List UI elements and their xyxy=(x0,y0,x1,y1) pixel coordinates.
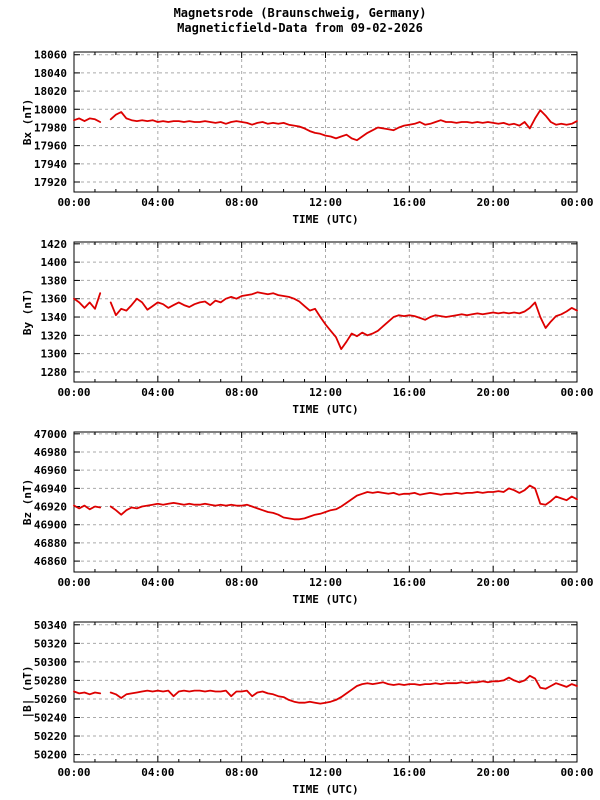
x-tick-label: 12:00 xyxy=(309,766,342,779)
x-axis-title: TIME (UTC) xyxy=(292,403,358,416)
y-tick-label: 50300 xyxy=(34,656,67,669)
y-tick-label: 1400 xyxy=(41,256,68,269)
y-tick-label: 1340 xyxy=(41,311,68,324)
x-tick-label: 00:00 xyxy=(560,386,593,399)
y-tick-label: 46860 xyxy=(34,555,67,568)
x-tick-label: 00:00 xyxy=(57,766,90,779)
x-axis-title: TIME (UTC) xyxy=(292,593,358,606)
panel-by: 1280 1300 1320 1340 1360 1380 1400 1420 By (nT) 0… xyxy=(21,238,594,416)
x-tick-label: 20:00 xyxy=(477,386,510,399)
y-tick-label: 17980 xyxy=(34,121,67,134)
x-tick-label: 04:00 xyxy=(141,576,174,589)
x-tick-label: 20:00 xyxy=(477,766,510,779)
x-tick-label: 08:00 xyxy=(225,576,258,589)
x-tick-label: 16:00 xyxy=(393,196,426,209)
y-tick-label: 1420 xyxy=(41,238,68,251)
y-tick-label: 1320 xyxy=(41,329,68,342)
x-tick-label: 04:00 xyxy=(141,386,174,399)
y-tick-label: 50240 xyxy=(34,711,67,724)
x-tick-label: 12:00 xyxy=(309,576,342,589)
chart-panels: 17920 17940 17960 17980 18000 18020 18040 18060… xyxy=(0,40,600,800)
x-tick-label: 12:00 xyxy=(309,386,342,399)
x-tick-label: 12:00 xyxy=(309,196,342,209)
series-bx xyxy=(73,109,578,142)
y-tick-label: 46880 xyxy=(34,537,67,550)
x-tick-label: 16:00 xyxy=(393,766,426,779)
panel-bz: 46860 46880 46900 46920 46940 46960 46980 47000… xyxy=(21,428,594,606)
y-tick-label: 50340 xyxy=(34,619,67,632)
series-btotal xyxy=(73,674,578,705)
y-tick-label: 46980 xyxy=(34,446,67,459)
x-tick-label: 16:00 xyxy=(393,576,426,589)
panel-bx: 17920 17940 17960 17980 18000 18020 18040 18060… xyxy=(21,49,594,226)
y-tick-label: 50200 xyxy=(34,749,67,762)
y-tick-label: 18040 xyxy=(34,67,67,80)
x-tick-label: 00:00 xyxy=(57,386,90,399)
y-axis-title: |B| (nT) xyxy=(21,666,34,719)
y-tick-label: 50260 xyxy=(34,693,67,706)
series-bz xyxy=(73,484,578,521)
y-axis-title: By (nT) xyxy=(21,289,34,335)
x-tick-label: 00:00 xyxy=(560,766,593,779)
figure-subtitle: Magneticfield-Data from 09-02-2026 xyxy=(177,21,423,35)
y-axis-title: Bx (nT) xyxy=(21,99,34,145)
x-tick-label: 16:00 xyxy=(393,386,426,399)
series-by xyxy=(73,291,578,350)
y-tick-label: 17960 xyxy=(34,140,67,153)
x-tick-label: 08:00 xyxy=(225,386,258,399)
y-tick-label: 18020 xyxy=(34,85,67,98)
panel-btotal: 50200 50220 50240 50260 50280 50300 50320 50340… xyxy=(21,619,594,796)
y-tick-label: 1380 xyxy=(41,274,68,287)
x-axis-title: TIME (UTC) xyxy=(292,213,358,226)
y-axis-title: Bz (nT) xyxy=(21,479,34,525)
y-tick-label: 46960 xyxy=(34,464,67,477)
figure-title: Magnetsrode (Braunschweig, Germany) xyxy=(173,6,427,20)
x-tick-label: 00:00 xyxy=(560,576,593,589)
y-tick-label: 46940 xyxy=(34,482,67,495)
x-axis-title: TIME (UTC) xyxy=(292,783,358,796)
y-tick-label: 46920 xyxy=(34,501,67,514)
x-tick-label: 20:00 xyxy=(477,576,510,589)
figure-titles: Magnetsrode (Braunschweig, Germany) Magn… xyxy=(0,6,600,36)
x-tick-label: 08:00 xyxy=(225,196,258,209)
x-tick-label: 04:00 xyxy=(141,196,174,209)
y-tick-label: 18060 xyxy=(34,49,67,62)
x-tick-label: 00:00 xyxy=(57,576,90,589)
x-tick-label: 08:00 xyxy=(225,766,258,779)
y-tick-label: 17920 xyxy=(34,176,67,189)
x-tick-label: 00:00 xyxy=(560,196,593,209)
y-tick-label: 50320 xyxy=(34,637,67,650)
y-tick-label: 46900 xyxy=(34,519,67,532)
y-tick-label: 1280 xyxy=(41,366,68,379)
y-tick-label: 1300 xyxy=(41,348,68,361)
x-tick-label: 20:00 xyxy=(477,196,510,209)
y-tick-label: 17940 xyxy=(34,158,67,171)
x-tick-label: 04:00 xyxy=(141,766,174,779)
y-tick-label: 50280 xyxy=(34,674,67,687)
x-tick-label: 00:00 xyxy=(57,196,90,209)
y-tick-label: 50220 xyxy=(34,730,67,743)
y-tick-label: 1360 xyxy=(41,293,68,306)
y-tick-label: 47000 xyxy=(34,428,67,441)
magnetogram-chart: 17920 17940 17960 17980 18000 18020 18040 18060… xyxy=(21,49,594,796)
y-tick-label: 18000 xyxy=(34,103,67,116)
